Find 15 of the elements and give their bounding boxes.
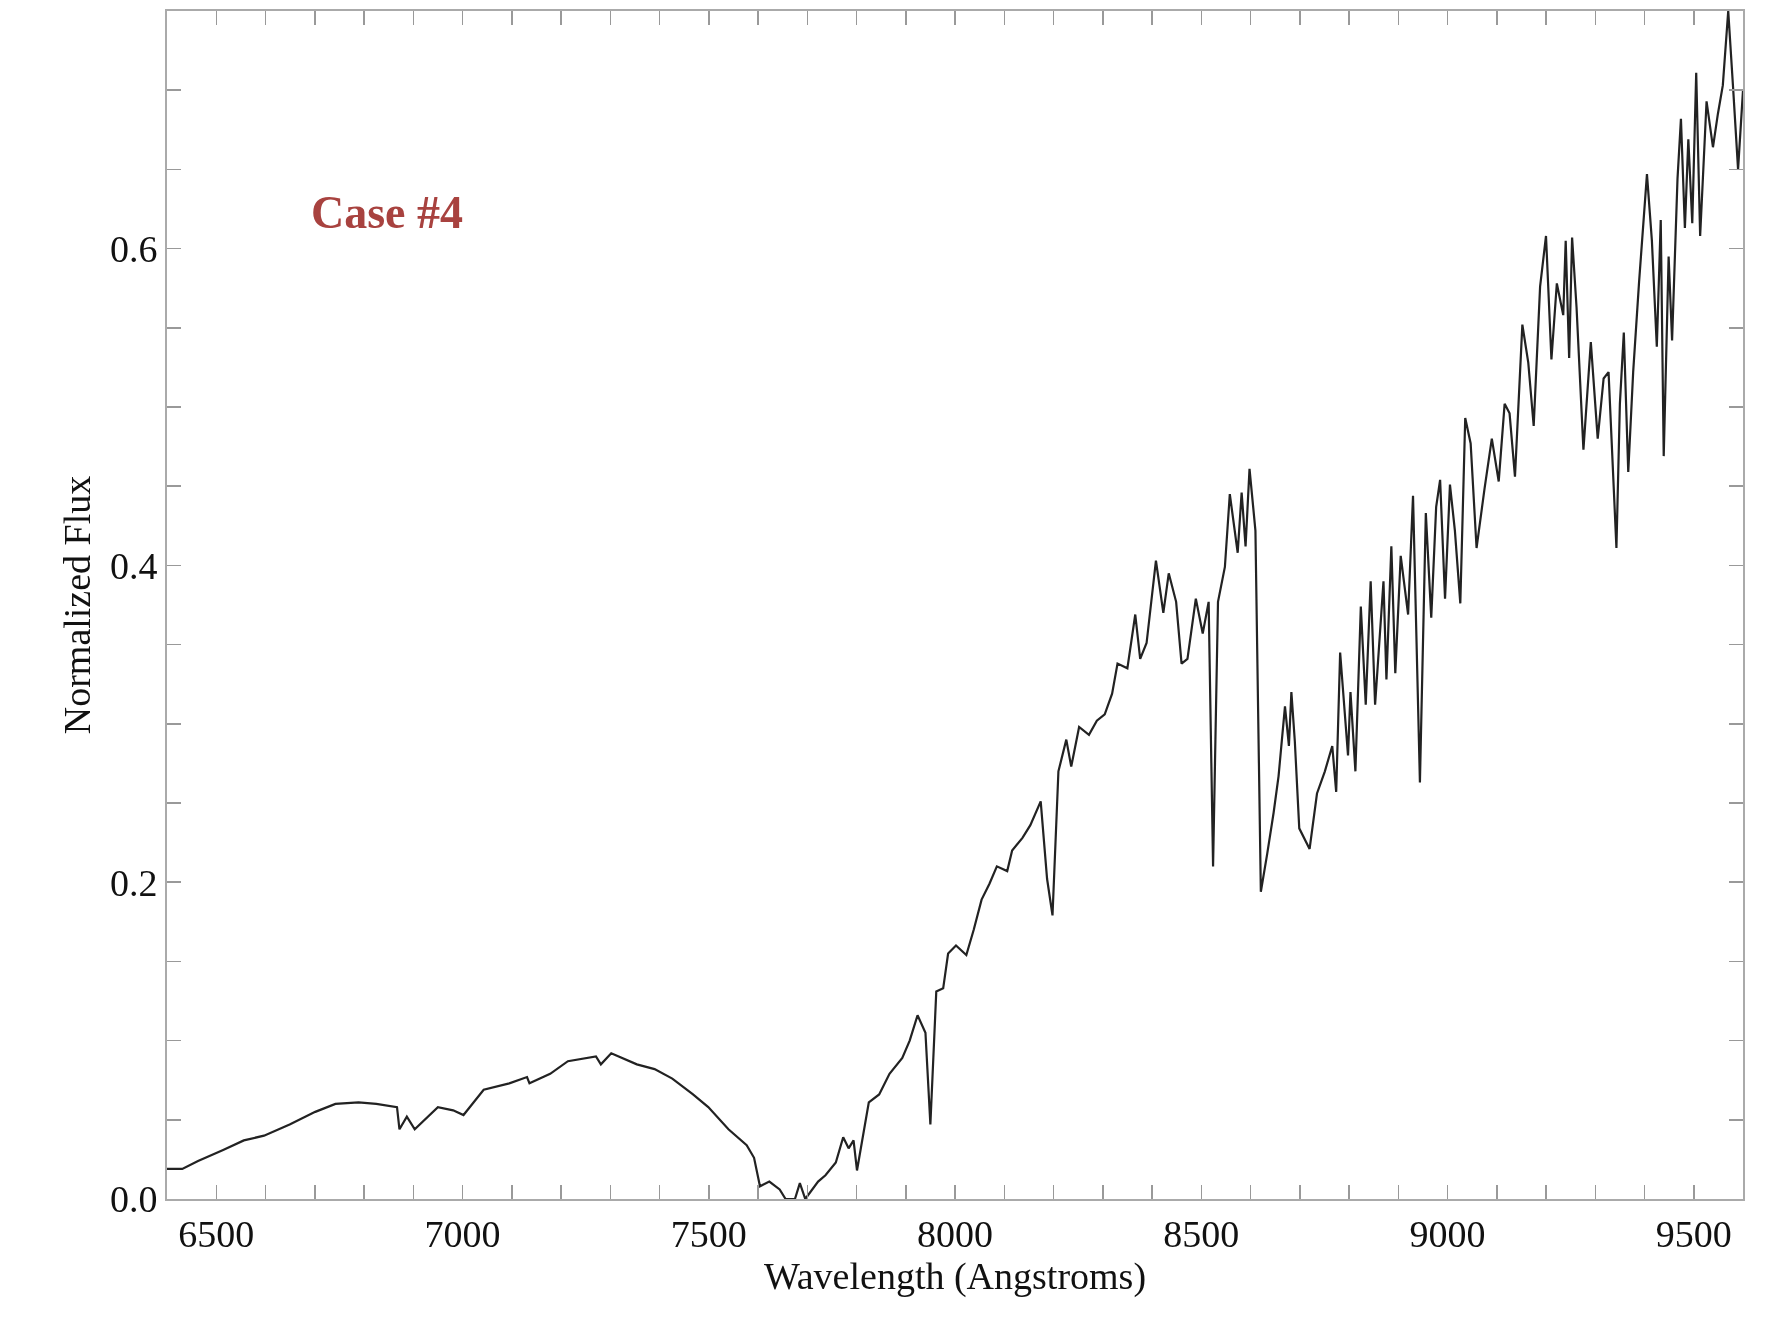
y-tick-label: 0.6 bbox=[109, 227, 158, 270]
x-tick-label: 6500 bbox=[178, 1212, 255, 1255]
y-axis-title: Normalized Flux bbox=[55, 475, 98, 735]
y-tick-label: 0.2 bbox=[109, 861, 158, 904]
line-series bbox=[167, 11, 1743, 1199]
x-tick-label: 7500 bbox=[670, 1212, 747, 1255]
x-tick-label: 7000 bbox=[424, 1212, 501, 1255]
x-tick-label: 8500 bbox=[1163, 1212, 1240, 1255]
x-tick-label: 9000 bbox=[1409, 1212, 1486, 1255]
x-tick-label: 9500 bbox=[1655, 1212, 1732, 1255]
y-tick-label: 0.0 bbox=[109, 1178, 158, 1221]
annotation: Case #4 bbox=[311, 187, 464, 238]
x-axis-title: Wavelength (Angstroms) bbox=[763, 1254, 1147, 1298]
y-tick-label: 0.4 bbox=[109, 544, 158, 587]
x-tick-label: 8000 bbox=[917, 1212, 993, 1255]
